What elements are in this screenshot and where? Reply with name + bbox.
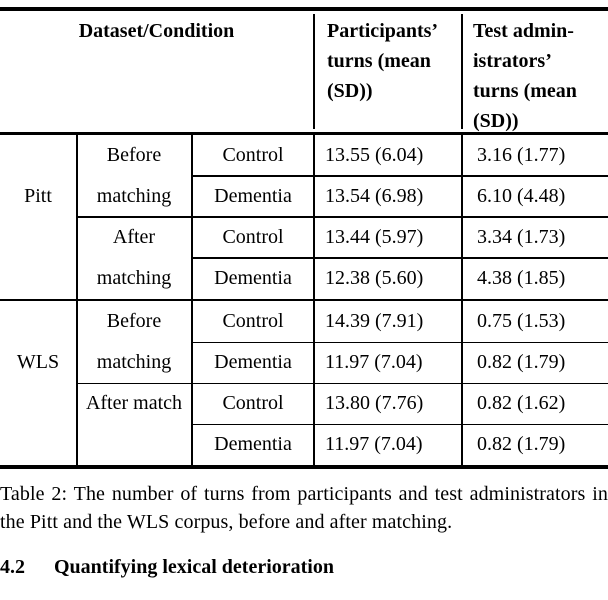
group-label: Control bbox=[222, 392, 284, 414]
group-divider bbox=[77, 216, 608, 218]
table-caption: Table 2: The number of turns from partic… bbox=[0, 482, 608, 534]
row-divider bbox=[193, 175, 608, 177]
column-header-dataset-condition: Dataset/Condition bbox=[78, 19, 235, 42]
column-divider bbox=[76, 134, 78, 299]
group-label: Control bbox=[222, 143, 284, 166]
administrators-turns-value: 0.82 (1.79) bbox=[477, 433, 566, 455]
administrators-turns-value: 0.82 (1.79) bbox=[477, 351, 566, 373]
participants-turns-value: 13.44 (5.97) bbox=[325, 225, 424, 248]
section-heading: 4.2 Quantifying lexical deterioration bbox=[0, 556, 608, 579]
participants-turns-value: 11.97 (7.04) bbox=[325, 351, 423, 373]
administrators-turns-value: 0.75 (1.53) bbox=[477, 310, 566, 332]
group-label: Dementia bbox=[214, 351, 292, 373]
participants-turns-value: 13.55 (6.04) bbox=[325, 143, 424, 166]
condition-label: After matching bbox=[96, 225, 172, 289]
administrators-turns-value: 4.38 (1.85) bbox=[477, 266, 566, 289]
group-divider bbox=[77, 382, 608, 384]
section-number: 4.2 bbox=[0, 555, 25, 578]
section-title: Quantifying lexical deterioration bbox=[54, 555, 334, 578]
column-divider bbox=[76, 301, 78, 465]
administrators-turns-value: 3.34 (1.73) bbox=[477, 225, 566, 248]
group-label: Dementia bbox=[214, 433, 292, 455]
row-divider bbox=[193, 257, 608, 259]
participants-turns-value: 14.39 (7.91) bbox=[325, 310, 424, 332]
condition-label: Before matching bbox=[96, 143, 172, 207]
column-divider bbox=[313, 13, 315, 129]
group-label: Control bbox=[222, 225, 284, 248]
row-divider bbox=[193, 423, 608, 425]
participants-turns-value: 13.54 (6.98) bbox=[325, 184, 424, 207]
administrators-turns-value: 6.10 (4.48) bbox=[477, 184, 566, 207]
participants-turns-value: 13.80 (7.76) bbox=[325, 392, 424, 414]
dataset-label: Pitt bbox=[24, 184, 52, 207]
group-label: Dementia bbox=[214, 184, 292, 207]
table-block-pitt: Pitt Before matching After matching Cont… bbox=[0, 134, 608, 299]
column-header-test-administrators-turns: Test admin- istrators’ turns (mean (SD)) bbox=[473, 19, 577, 132]
dataset-label: WLS bbox=[16, 351, 60, 373]
participants-turns-value: 12.38 (5.60) bbox=[325, 266, 424, 289]
table-header-row: Dataset/Condition Participants’ turns (m… bbox=[0, 11, 608, 132]
participants-turns-value: 11.97 (7.04) bbox=[325, 433, 423, 455]
paper-page: Dataset/Condition Participants’ turns (m… bbox=[0, 7, 608, 579]
group-label: Dementia bbox=[214, 266, 292, 289]
table-top-rule bbox=[0, 7, 608, 11]
administrators-turns-value: 3.16 (1.77) bbox=[477, 143, 566, 166]
column-divider bbox=[461, 13, 463, 129]
header-bottom-rule bbox=[0, 131, 608, 135]
administrators-turns-value: 0.82 (1.62) bbox=[477, 392, 566, 414]
table-bottom-rule bbox=[0, 465, 608, 469]
dataset-divider-rule bbox=[0, 298, 608, 301]
condition-label: After match bbox=[85, 392, 183, 414]
row-divider bbox=[193, 341, 608, 343]
condition-label: Before matching bbox=[96, 310, 172, 373]
column-header-participants-turns: Participants’ turns (mean (SD)) bbox=[327, 19, 439, 102]
group-label: Control bbox=[222, 310, 284, 332]
table-block-wls: WLS Before matching After match Control … bbox=[0, 301, 608, 465]
